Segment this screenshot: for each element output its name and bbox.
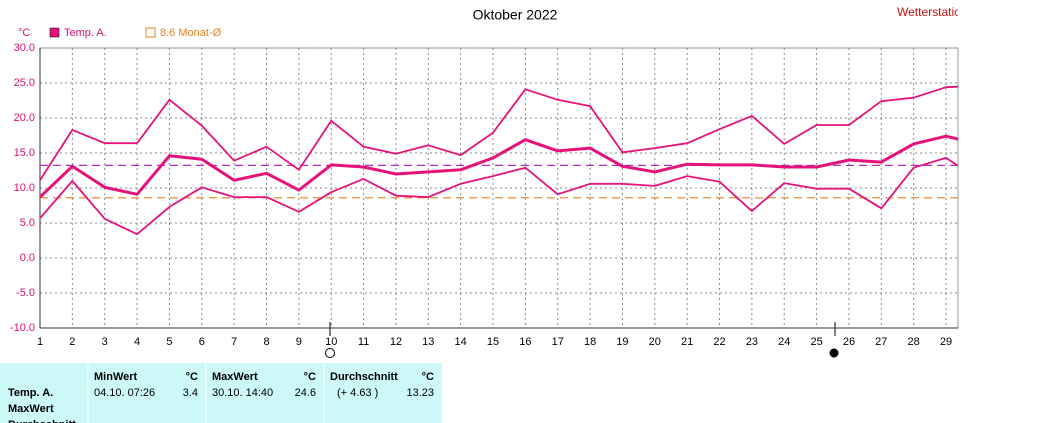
- x-tick-label: 24: [778, 336, 790, 348]
- x-tick-label: 17: [552, 336, 564, 348]
- y-tick-label: 5.0: [20, 217, 35, 229]
- x-tick-label: 18: [584, 336, 596, 348]
- y-tick-label: -10.0: [10, 322, 35, 334]
- x-tick-label: 15: [487, 336, 499, 348]
- x-tick-label: 4: [134, 336, 140, 348]
- y-tick-label: 20.0: [14, 112, 35, 124]
- legend-label: Temp. A.: [64, 27, 107, 39]
- x-tick-label: 2: [69, 336, 75, 348]
- y-unit: °C: [18, 27, 30, 39]
- x-tick-label: 12: [390, 336, 402, 348]
- table-cell: MaxWert: [8, 403, 54, 415]
- table-header: Durchschnitt: [330, 371, 398, 383]
- x-tick-label: 14: [455, 336, 467, 348]
- x-tick-label: 28: [908, 336, 920, 348]
- series-line: [40, 156, 958, 236]
- chart-title: Oktober 2022: [473, 7, 558, 23]
- series-line: [40, 85, 958, 181]
- x-tick-label: 27: [875, 336, 887, 348]
- y-tick-label: 15.0: [14, 147, 35, 159]
- x-tick-label: 13: [422, 336, 434, 348]
- moon-icon: [325, 348, 335, 358]
- x-tick-label: 8: [263, 336, 269, 348]
- y-tick-label: 0.0: [20, 252, 35, 264]
- x-tick-label: 9: [296, 336, 302, 348]
- table-cell: 04.10. 07:26: [94, 387, 155, 399]
- x-tick-label: 26: [843, 336, 855, 348]
- x-tick-label: 16: [519, 336, 531, 348]
- x-tick-label: 20: [649, 336, 661, 348]
- moon-icon: [829, 348, 839, 358]
- x-tick-label: 3: [102, 336, 108, 348]
- x-tick-label: 19: [616, 336, 628, 348]
- series-line: [40, 134, 958, 199]
- station-label: Wetterstation: [897, 5, 967, 19]
- y-tick-label: 30.0: [14, 42, 35, 54]
- y-tick-label: 25.0: [14, 77, 35, 89]
- x-tick-label: 29: [940, 336, 952, 348]
- x-tick-label: 7: [231, 336, 237, 348]
- x-tick-label: 1: [37, 336, 43, 348]
- x-tick-label: 11: [358, 336, 369, 348]
- stats-table: MinWert °C MaxWert °C Durchschnitt °C Temp. A.…: [0, 363, 443, 423]
- x-tick-label: 25: [810, 336, 822, 348]
- x-tick-label: 23: [746, 336, 758, 348]
- table-cell: 13.23: [406, 387, 434, 399]
- x-tick-label: 5: [166, 336, 172, 348]
- x-tick-label: 22: [713, 336, 725, 348]
- table-header: °C: [186, 371, 198, 383]
- table-cell: Durchschnitt: [8, 419, 76, 423]
- table-cell: 24.6: [295, 387, 316, 399]
- table-cell: (+ 4.63 ): [337, 387, 378, 399]
- table-header: °C: [304, 371, 316, 383]
- table-header: MinWert: [94, 371, 138, 383]
- x-tick-label: 10: [325, 336, 337, 348]
- y-tick-label: 10.0: [14, 182, 35, 194]
- legend-swatch: [145, 27, 156, 38]
- x-tick-label: 21: [681, 336, 693, 348]
- table-cell: 30.10. 14:40: [212, 387, 273, 399]
- legend-label: 8.6 Monat-Ø: [160, 27, 222, 39]
- table-bg: [0, 363, 442, 423]
- y-tick-label: -5.0: [16, 287, 35, 299]
- table-cell: 3.4: [183, 387, 198, 399]
- x-tick-label: 6: [199, 336, 205, 348]
- table-cell: Temp. A.: [8, 387, 53, 399]
- table-header: MaxWert: [212, 371, 258, 383]
- legend-swatch: [49, 27, 60, 38]
- table-header: °C: [422, 371, 434, 383]
